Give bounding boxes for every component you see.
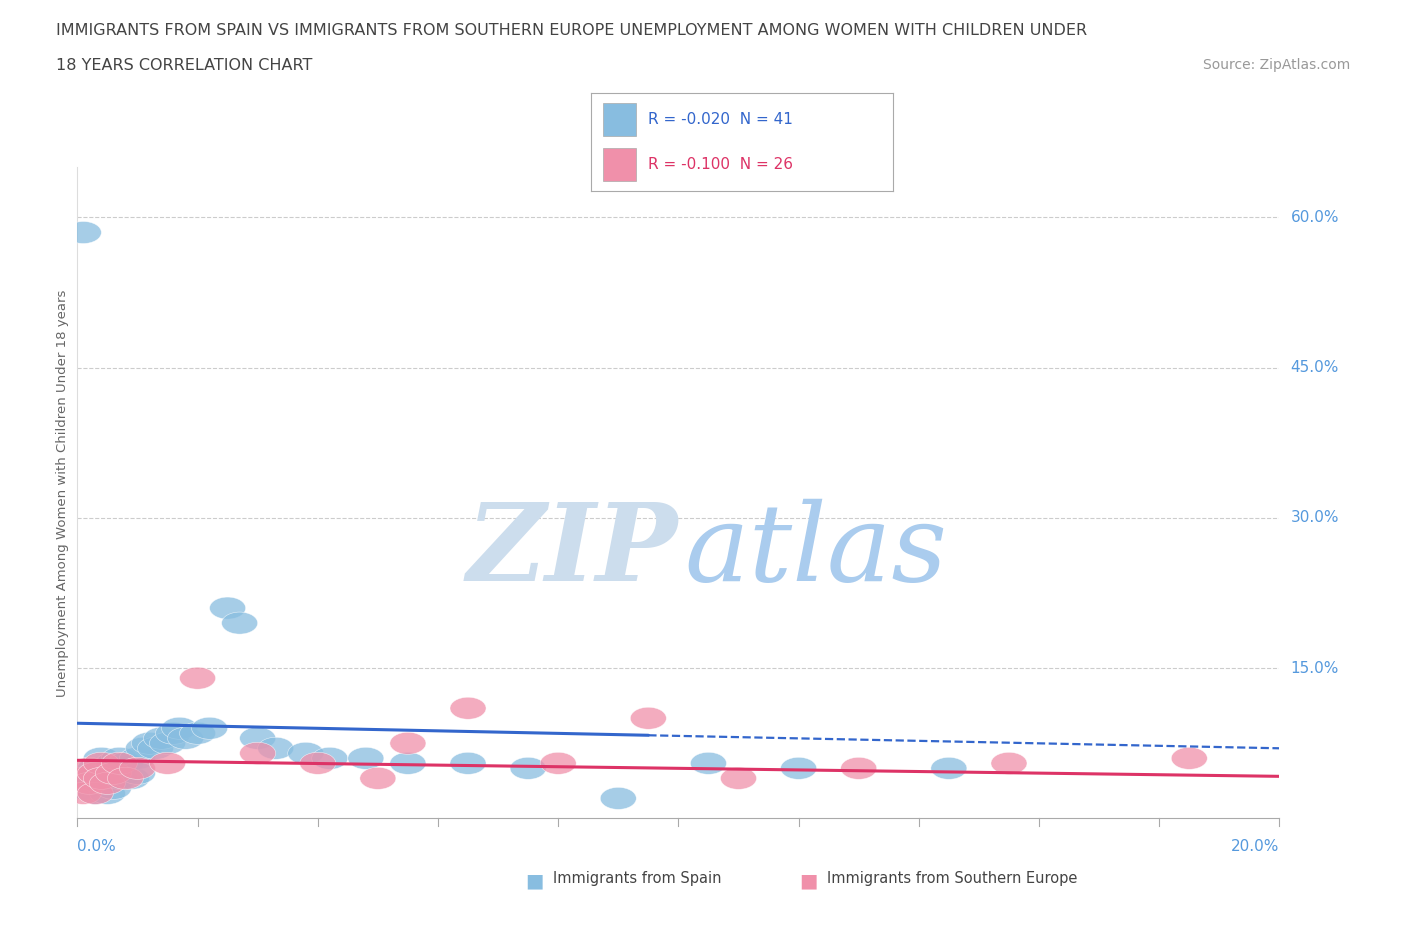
Ellipse shape bbox=[96, 777, 131, 800]
Text: 30.0%: 30.0% bbox=[1291, 511, 1339, 525]
Ellipse shape bbox=[239, 742, 276, 764]
Text: 0.0%: 0.0% bbox=[77, 839, 117, 854]
Ellipse shape bbox=[101, 767, 138, 790]
Ellipse shape bbox=[630, 707, 666, 729]
Text: Immigrants from Spain: Immigrants from Spain bbox=[553, 871, 721, 886]
Ellipse shape bbox=[96, 752, 131, 775]
Ellipse shape bbox=[77, 782, 114, 804]
Ellipse shape bbox=[83, 748, 120, 769]
Ellipse shape bbox=[77, 763, 114, 784]
Ellipse shape bbox=[65, 221, 101, 244]
Text: 20.0%: 20.0% bbox=[1232, 839, 1279, 854]
Ellipse shape bbox=[101, 748, 138, 769]
Ellipse shape bbox=[162, 717, 197, 739]
Ellipse shape bbox=[600, 788, 637, 809]
Ellipse shape bbox=[96, 763, 131, 784]
Ellipse shape bbox=[991, 752, 1026, 775]
Text: 15.0%: 15.0% bbox=[1291, 660, 1339, 676]
Ellipse shape bbox=[120, 763, 156, 784]
Ellipse shape bbox=[841, 757, 877, 779]
Ellipse shape bbox=[167, 727, 204, 750]
Ellipse shape bbox=[65, 777, 101, 800]
Ellipse shape bbox=[90, 782, 125, 804]
Ellipse shape bbox=[120, 748, 156, 769]
Ellipse shape bbox=[191, 717, 228, 739]
Ellipse shape bbox=[125, 737, 162, 759]
Ellipse shape bbox=[540, 752, 576, 775]
Ellipse shape bbox=[149, 752, 186, 775]
Ellipse shape bbox=[83, 752, 120, 775]
Ellipse shape bbox=[239, 727, 276, 750]
Y-axis label: Unemployment Among Women with Children Under 18 years: Unemployment Among Women with Children U… bbox=[56, 289, 69, 697]
Ellipse shape bbox=[288, 742, 323, 764]
Ellipse shape bbox=[450, 698, 486, 719]
Text: R = -0.020  N = 41: R = -0.020 N = 41 bbox=[648, 112, 793, 126]
Text: ■: ■ bbox=[799, 871, 818, 890]
Ellipse shape bbox=[209, 597, 246, 619]
Text: atlas: atlas bbox=[685, 498, 948, 604]
Ellipse shape bbox=[83, 767, 120, 790]
Ellipse shape bbox=[389, 732, 426, 754]
Ellipse shape bbox=[101, 752, 138, 775]
Ellipse shape bbox=[83, 772, 120, 794]
Ellipse shape bbox=[107, 767, 143, 790]
Ellipse shape bbox=[107, 752, 143, 775]
Text: IMMIGRANTS FROM SPAIN VS IMMIGRANTS FROM SOUTHERN EUROPE UNEMPLOYMENT AMONG WOME: IMMIGRANTS FROM SPAIN VS IMMIGRANTS FROM… bbox=[56, 23, 1087, 38]
Ellipse shape bbox=[720, 767, 756, 790]
Ellipse shape bbox=[180, 723, 215, 744]
Bar bbox=[603, 148, 636, 180]
Ellipse shape bbox=[149, 732, 186, 754]
Ellipse shape bbox=[72, 767, 107, 790]
Ellipse shape bbox=[389, 752, 426, 775]
Ellipse shape bbox=[690, 752, 727, 775]
Text: ■: ■ bbox=[524, 871, 544, 890]
Ellipse shape bbox=[312, 748, 347, 769]
Ellipse shape bbox=[780, 757, 817, 779]
Ellipse shape bbox=[90, 772, 125, 794]
Ellipse shape bbox=[120, 757, 156, 779]
Ellipse shape bbox=[143, 727, 180, 750]
Text: ZIP: ZIP bbox=[467, 498, 679, 604]
Ellipse shape bbox=[138, 737, 173, 759]
Bar bbox=[603, 103, 636, 136]
Ellipse shape bbox=[299, 752, 336, 775]
Ellipse shape bbox=[65, 782, 101, 804]
Ellipse shape bbox=[510, 757, 546, 779]
Ellipse shape bbox=[931, 757, 967, 779]
Ellipse shape bbox=[72, 772, 107, 794]
Ellipse shape bbox=[77, 757, 114, 779]
Ellipse shape bbox=[65, 767, 101, 790]
Ellipse shape bbox=[114, 767, 149, 790]
Text: Source: ZipAtlas.com: Source: ZipAtlas.com bbox=[1202, 58, 1350, 72]
Ellipse shape bbox=[180, 667, 215, 689]
Ellipse shape bbox=[90, 763, 125, 784]
Text: 18 YEARS CORRELATION CHART: 18 YEARS CORRELATION CHART bbox=[56, 58, 312, 73]
Ellipse shape bbox=[156, 723, 191, 744]
Ellipse shape bbox=[1171, 748, 1208, 769]
Text: Immigrants from Southern Europe: Immigrants from Southern Europe bbox=[827, 871, 1077, 886]
Ellipse shape bbox=[450, 752, 486, 775]
Text: 45.0%: 45.0% bbox=[1291, 360, 1339, 375]
Text: R = -0.100  N = 26: R = -0.100 N = 26 bbox=[648, 157, 793, 172]
Ellipse shape bbox=[77, 782, 114, 804]
Ellipse shape bbox=[360, 767, 396, 790]
Ellipse shape bbox=[72, 757, 107, 779]
Ellipse shape bbox=[347, 748, 384, 769]
Ellipse shape bbox=[222, 612, 257, 634]
Text: 60.0%: 60.0% bbox=[1291, 210, 1339, 225]
Ellipse shape bbox=[131, 732, 167, 754]
Ellipse shape bbox=[257, 737, 294, 759]
